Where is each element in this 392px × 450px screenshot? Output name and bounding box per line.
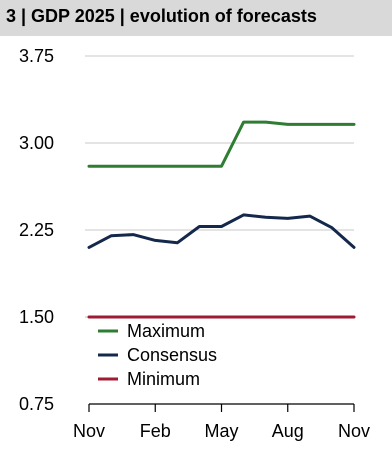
chart-title: 3 | GDP 2025 | evolution of forecasts xyxy=(6,6,317,26)
legend-label-consensus: Consensus xyxy=(127,345,217,365)
x-tick-label: May xyxy=(204,421,238,441)
legend-label-maximum: Maximum xyxy=(127,321,205,341)
x-tick-label: Feb xyxy=(140,421,171,441)
y-tick-label: 3.00 xyxy=(19,133,54,153)
series-line-maximum xyxy=(87,120,356,168)
x-tick-label: Nov xyxy=(73,421,105,441)
y-tick-label: 0.75 xyxy=(19,394,54,414)
series-line-consensus xyxy=(87,213,356,249)
y-tick-label: 1.50 xyxy=(19,307,54,327)
chart-title-bar: 3 | GDP 2025 | evolution of forecasts xyxy=(0,0,392,36)
x-tick-label: Aug xyxy=(272,421,304,441)
y-tick-label: 3.75 xyxy=(19,46,54,66)
y-tick-label: 2.25 xyxy=(19,220,54,240)
x-tick-label: Nov xyxy=(338,421,370,441)
legend-label-minimum: Minimum xyxy=(127,369,200,389)
